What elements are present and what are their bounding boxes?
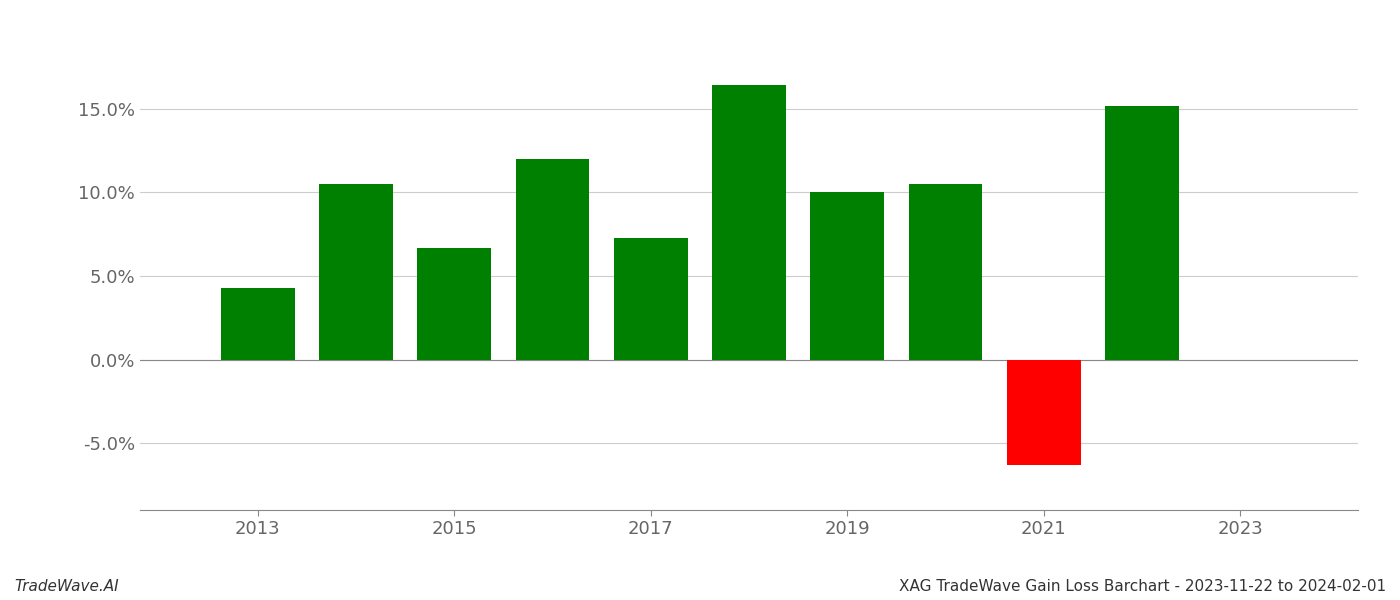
Bar [417, 248, 491, 359]
Bar [1105, 106, 1179, 359]
Bar [713, 85, 785, 359]
Bar [515, 159, 589, 359]
Text: TradeWave.AI: TradeWave.AI [14, 579, 119, 594]
Bar [909, 184, 983, 359]
Text: XAG TradeWave Gain Loss Barchart - 2023-11-22 to 2024-02-01: XAG TradeWave Gain Loss Barchart - 2023-… [899, 579, 1386, 594]
Bar [319, 184, 393, 359]
Bar [811, 193, 883, 359]
Bar [615, 238, 687, 359]
Bar [1007, 359, 1081, 465]
Bar [221, 287, 295, 359]
